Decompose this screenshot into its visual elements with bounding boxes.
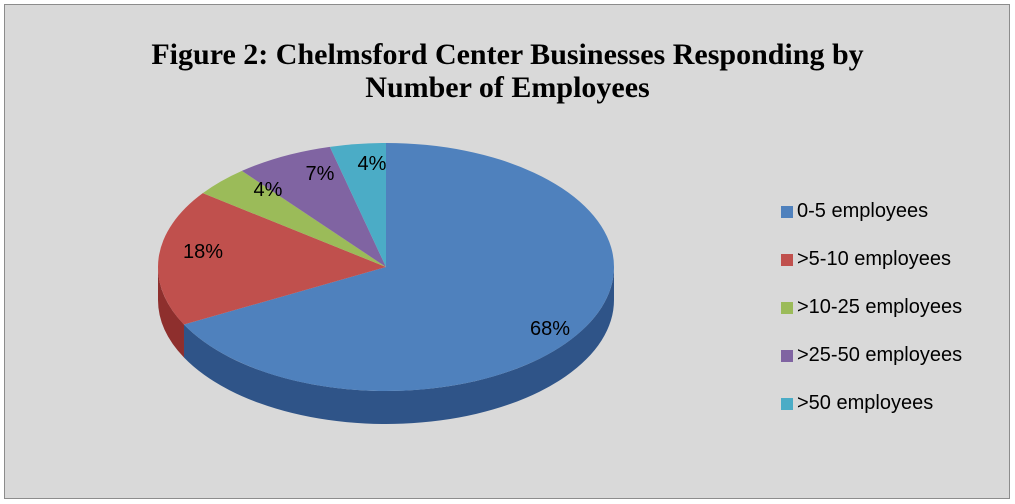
slice-side-5-10-employees	[158, 267, 184, 358]
slice-side-0-5-employees	[183, 267, 614, 424]
legend-label-5-10-employees: >5-10 employees	[797, 248, 951, 270]
chart-title-line-2: Number of Employees	[365, 71, 650, 104]
pie-slice-0-5-employees	[183, 143, 614, 392]
chart-title-line-1: Figure 2: Chelmsford Center Businesses R…	[151, 38, 864, 71]
legend-swatch-0-5-employees	[781, 206, 793, 218]
legend-swatch-10-25-employees	[781, 302, 793, 314]
legend-swatch-50-employees	[781, 398, 793, 410]
legend-label-50-employees: >50 employees	[797, 392, 934, 414]
chart-title: Figure 2: Chelmsford Center Businesses R…	[30, 38, 985, 104]
pie-slice-25-50-employees	[241, 146, 386, 267]
legend-swatch-25-50-employees	[781, 350, 793, 362]
pie-slice-10-25-employees	[202, 170, 386, 267]
data-label-25-50-employees: 7%	[306, 163, 335, 185]
pie-slice-5-10-employees	[157, 193, 386, 325]
legend-swatch-5-10-employees	[781, 254, 793, 266]
data-label-50-employees: 4%	[358, 153, 387, 175]
legend-label-25-50-employees: >25-50 employees	[797, 344, 963, 366]
data-label-5-10-employees: 18%	[183, 241, 223, 263]
pie-sides	[158, 267, 614, 424]
pie-slices	[157, 143, 614, 392]
legend-label-0-5-employees: 0-5 employees	[797, 200, 929, 222]
legend-label-10-25-employees: >10-25 employees	[797, 296, 963, 318]
data-label-0-5-employees: 68%	[530, 318, 570, 340]
pie-labels: 68% 18% 4% 7% 4%	[183, 153, 570, 340]
data-label-10-25-employees: 4%	[254, 179, 283, 201]
pie-slice-50-employees	[329, 143, 386, 267]
